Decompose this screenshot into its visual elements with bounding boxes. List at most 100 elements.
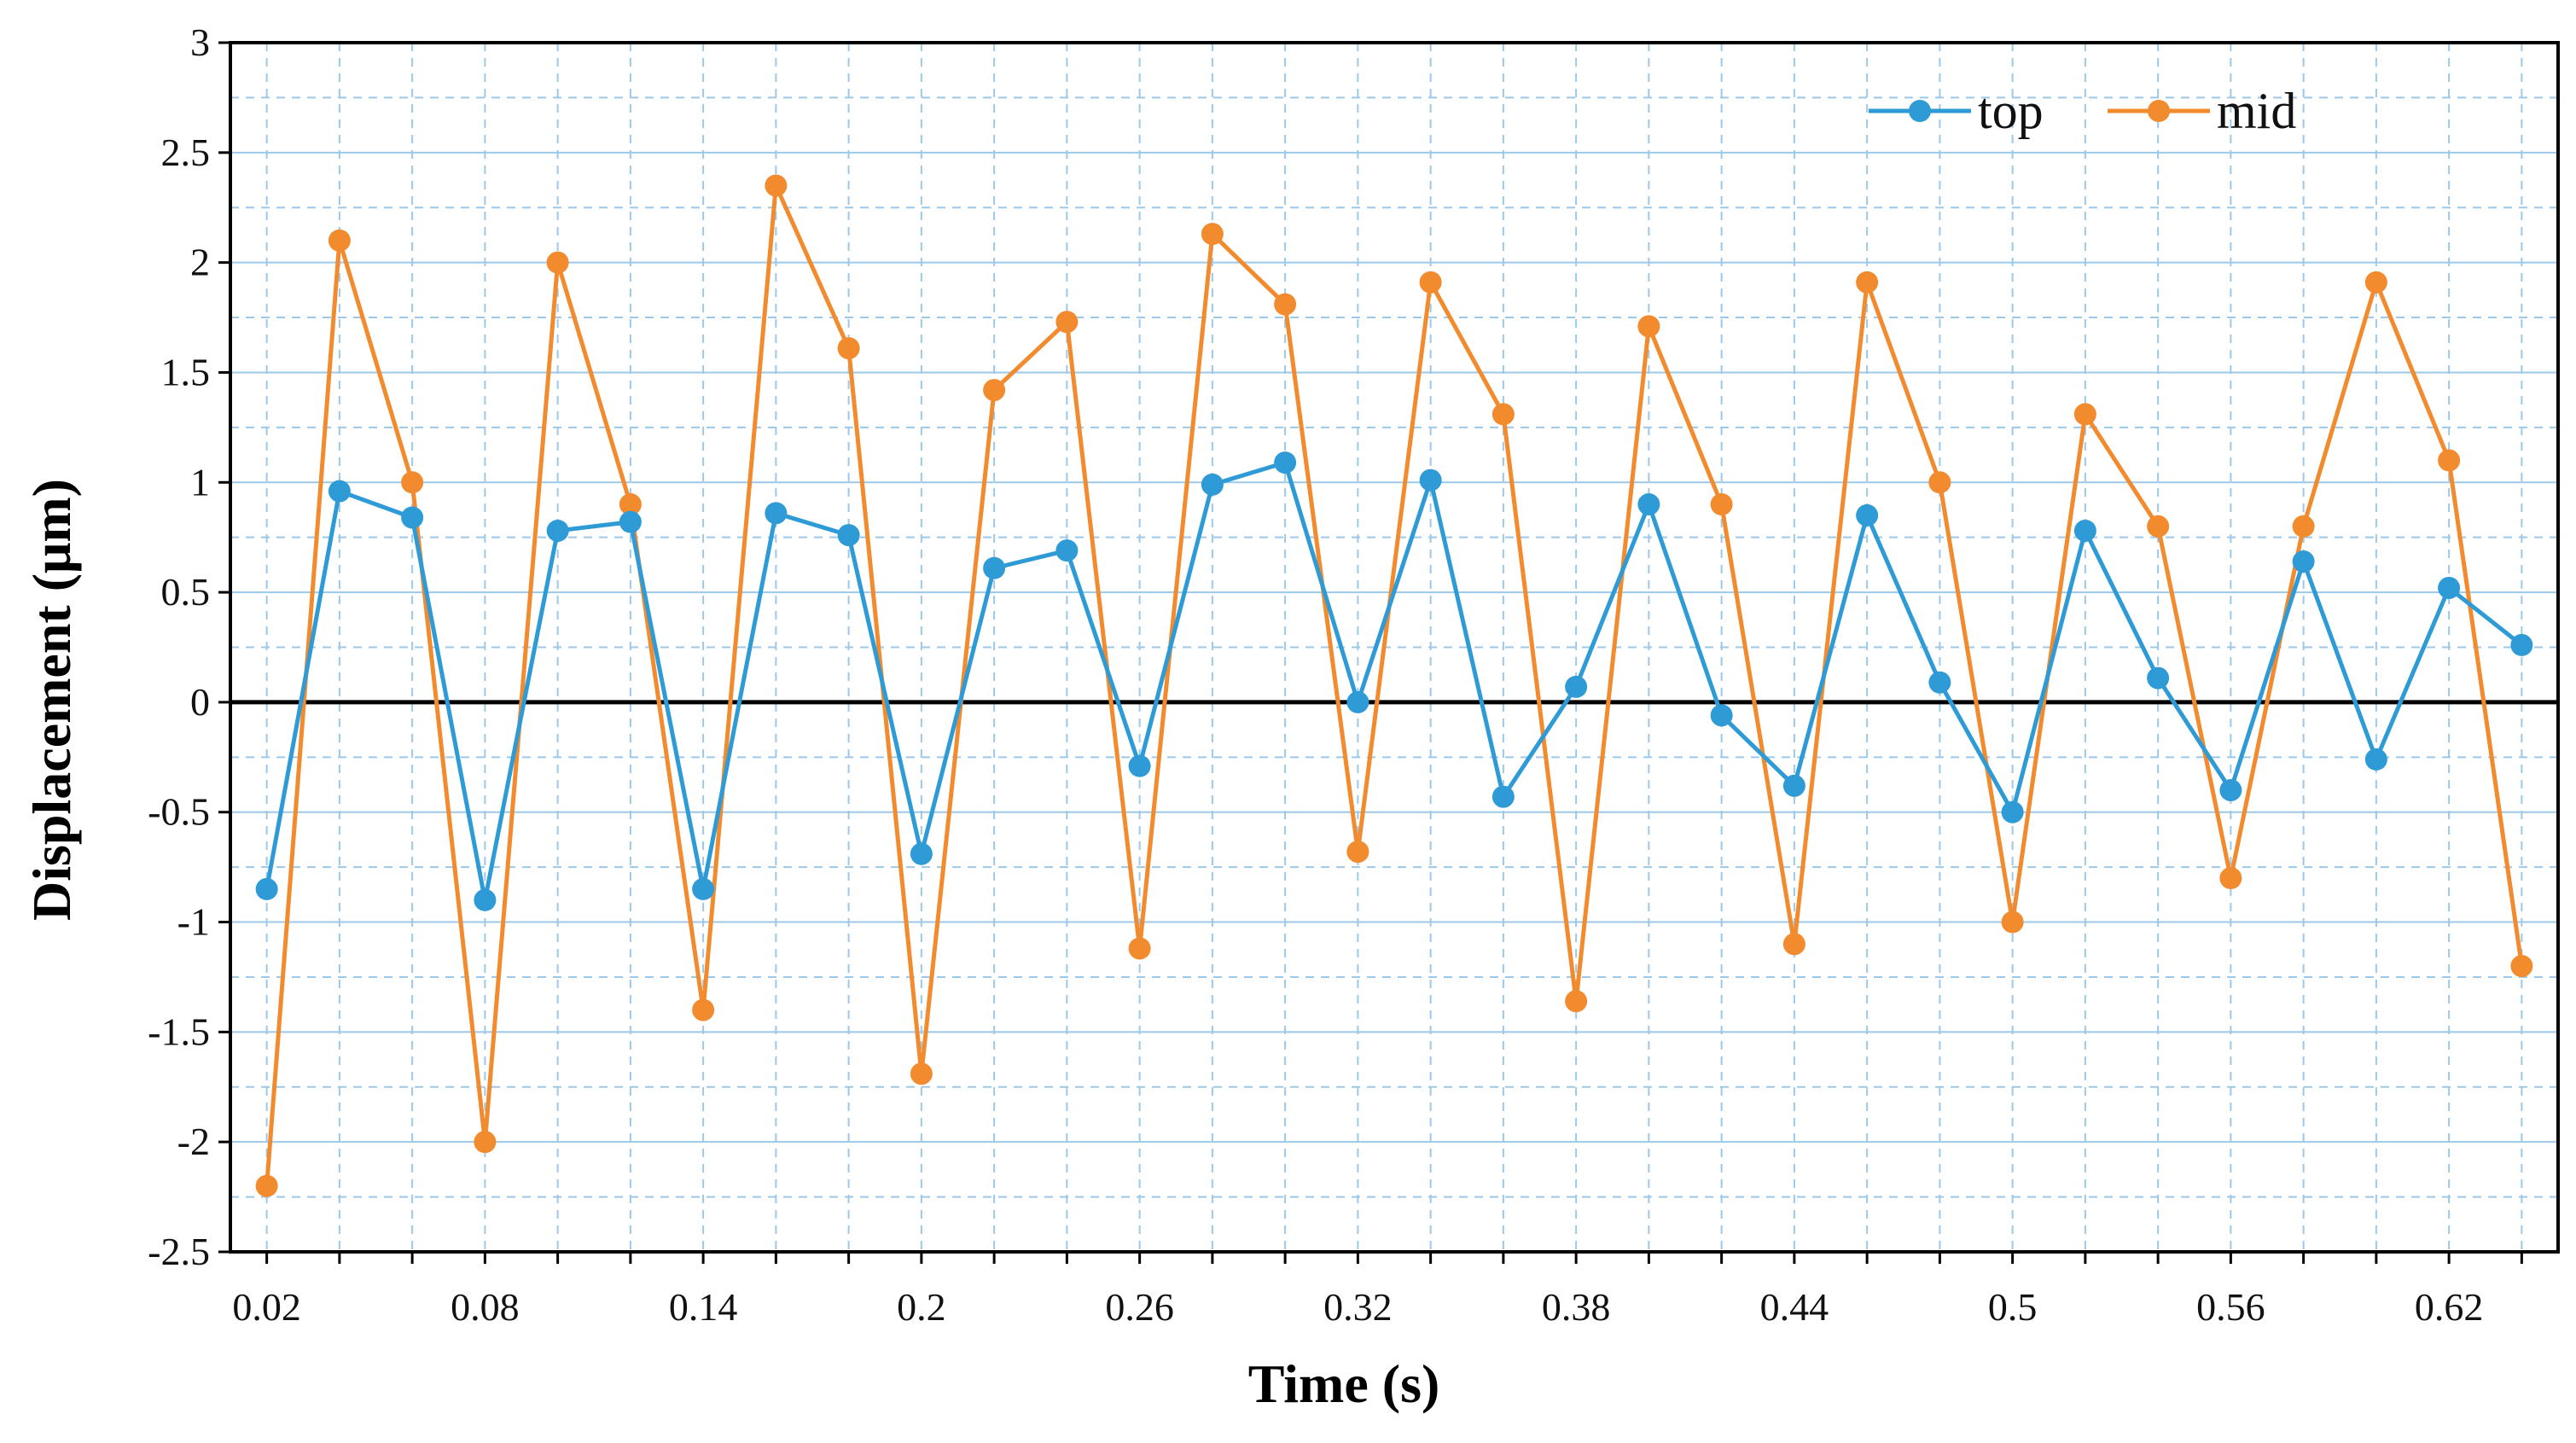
data-point-top <box>983 556 1006 579</box>
data-point-mid <box>2001 911 2024 934</box>
data-point-top <box>2073 519 2096 542</box>
data-point-top <box>1856 503 1879 527</box>
tick-labels: -2.5 -2 -1.5 -1 -0.5 0 0.5 1 1.5 2 2.5 3 0.02 0.08 0.1… <box>148 20 2483 1329</box>
data-point-top <box>1274 451 1297 474</box>
data-point-mid <box>2510 955 2533 978</box>
legend-label-top: top <box>1978 83 2044 139</box>
y-tick-label: 1 <box>190 460 210 503</box>
data-point-mid <box>1419 271 1442 294</box>
data-point-mid <box>1637 315 1660 338</box>
data-point-top <box>2364 748 2387 771</box>
data-point-top <box>692 877 715 900</box>
x-tick-label: 0.26 <box>1105 1285 1174 1329</box>
series-line-top <box>265 460 2523 903</box>
plot-frame <box>229 41 2560 1254</box>
data-point-mid <box>837 337 860 360</box>
y-tick-label: -1 <box>177 900 210 944</box>
data-point-mid <box>1055 311 1079 334</box>
data-point-mid <box>1128 937 1151 960</box>
legend-label-mid: mid <box>2217 83 2296 139</box>
data-point-top <box>401 506 424 529</box>
data-point-top <box>765 502 788 525</box>
data-point-mid <box>2364 271 2387 294</box>
legend-swatch-top-marker <box>1909 100 1931 122</box>
y-axis-title: Displacement (μm) <box>21 479 82 921</box>
data-point-top <box>619 510 642 533</box>
data-point-top <box>1055 539 1079 562</box>
data-point-mid <box>910 1062 933 1085</box>
y-tick-label: -0.5 <box>148 790 210 834</box>
data-point-mid <box>1710 493 1733 516</box>
data-point-mid <box>1565 990 1588 1013</box>
data-point-mid <box>2292 515 2315 538</box>
data-point-mid <box>619 493 642 516</box>
data-point-mid <box>1782 933 1806 956</box>
y-tick-label: -2.5 <box>148 1230 210 1273</box>
data-point-mid <box>2073 403 2096 426</box>
data-point-top <box>2292 550 2315 573</box>
data-point-mid <box>1201 223 1224 246</box>
legend-swatch-mid-marker <box>2148 100 2170 122</box>
data-point-top <box>2510 633 2533 656</box>
y-tick-label: 1.5 <box>161 350 211 393</box>
data-point-mid <box>328 229 351 252</box>
data-series <box>255 174 2533 1197</box>
data-point-mid <box>1928 471 1951 494</box>
data-point-mid <box>1492 403 1515 426</box>
x-tick-label: 0.08 <box>451 1285 520 1329</box>
data-point-top <box>1565 675 1588 698</box>
x-tick-label: 0.56 <box>2196 1285 2265 1329</box>
x-tick-label: 0.02 <box>232 1285 301 1329</box>
x-tick-label: 0.5 <box>1988 1285 2038 1329</box>
data-point-top <box>2147 666 2170 689</box>
x-tick-label: 0.2 <box>897 1285 946 1329</box>
data-point-mid <box>765 174 788 197</box>
y-tick-label: -2 <box>177 1120 210 1163</box>
data-point-top <box>2001 800 2024 823</box>
x-tick-label: 0.44 <box>1760 1285 1829 1329</box>
data-point-mid <box>2147 515 2170 538</box>
x-tick-label: 0.62 <box>2415 1285 2484 1329</box>
data-point-top <box>2438 576 2461 599</box>
data-point-top <box>1710 704 1733 727</box>
data-point-mid <box>546 251 569 274</box>
data-point-top <box>1346 690 1369 713</box>
x-tick-label: 0.38 <box>1542 1285 1611 1329</box>
data-point-top <box>1637 493 1660 516</box>
data-point-top <box>1128 754 1151 777</box>
data-point-mid <box>1856 271 1879 294</box>
data-point-mid <box>2219 867 2242 890</box>
y-tick-label: 3 <box>190 20 210 64</box>
x-tick-label: 0.14 <box>669 1285 738 1329</box>
data-point-mid <box>1274 293 1297 316</box>
y-tick-label: 2 <box>190 241 210 284</box>
data-point-mid <box>1346 841 1369 864</box>
axes <box>218 41 2560 1264</box>
data-point-top <box>837 524 860 547</box>
data-point-top <box>255 877 278 900</box>
y-tick-label: 0 <box>190 680 210 724</box>
data-point-mid <box>983 379 1006 402</box>
data-point-top <box>910 842 933 865</box>
data-point-mid <box>255 1174 278 1197</box>
y-tick-label: 2.5 <box>161 131 211 174</box>
data-point-top <box>1201 473 1224 496</box>
data-point-top <box>1419 468 1442 492</box>
legend: top mid <box>1869 83 2296 139</box>
data-point-top <box>1928 671 1951 694</box>
y-tick-label: -1.5 <box>148 1010 210 1053</box>
data-point-top <box>1782 774 1806 797</box>
data-point-top <box>328 480 351 503</box>
data-point-top <box>474 888 497 911</box>
data-point-top <box>546 519 569 542</box>
data-point-mid <box>692 998 715 1021</box>
x-tick-label: 0.32 <box>1323 1285 1393 1329</box>
x-axis-title: Time (s) <box>1248 1353 1440 1414</box>
data-point-mid <box>2438 449 2461 472</box>
y-tick-label: 0.5 <box>161 570 211 614</box>
data-point-top <box>2219 778 2242 801</box>
data-point-mid <box>401 471 424 494</box>
data-point-top <box>1492 785 1515 808</box>
